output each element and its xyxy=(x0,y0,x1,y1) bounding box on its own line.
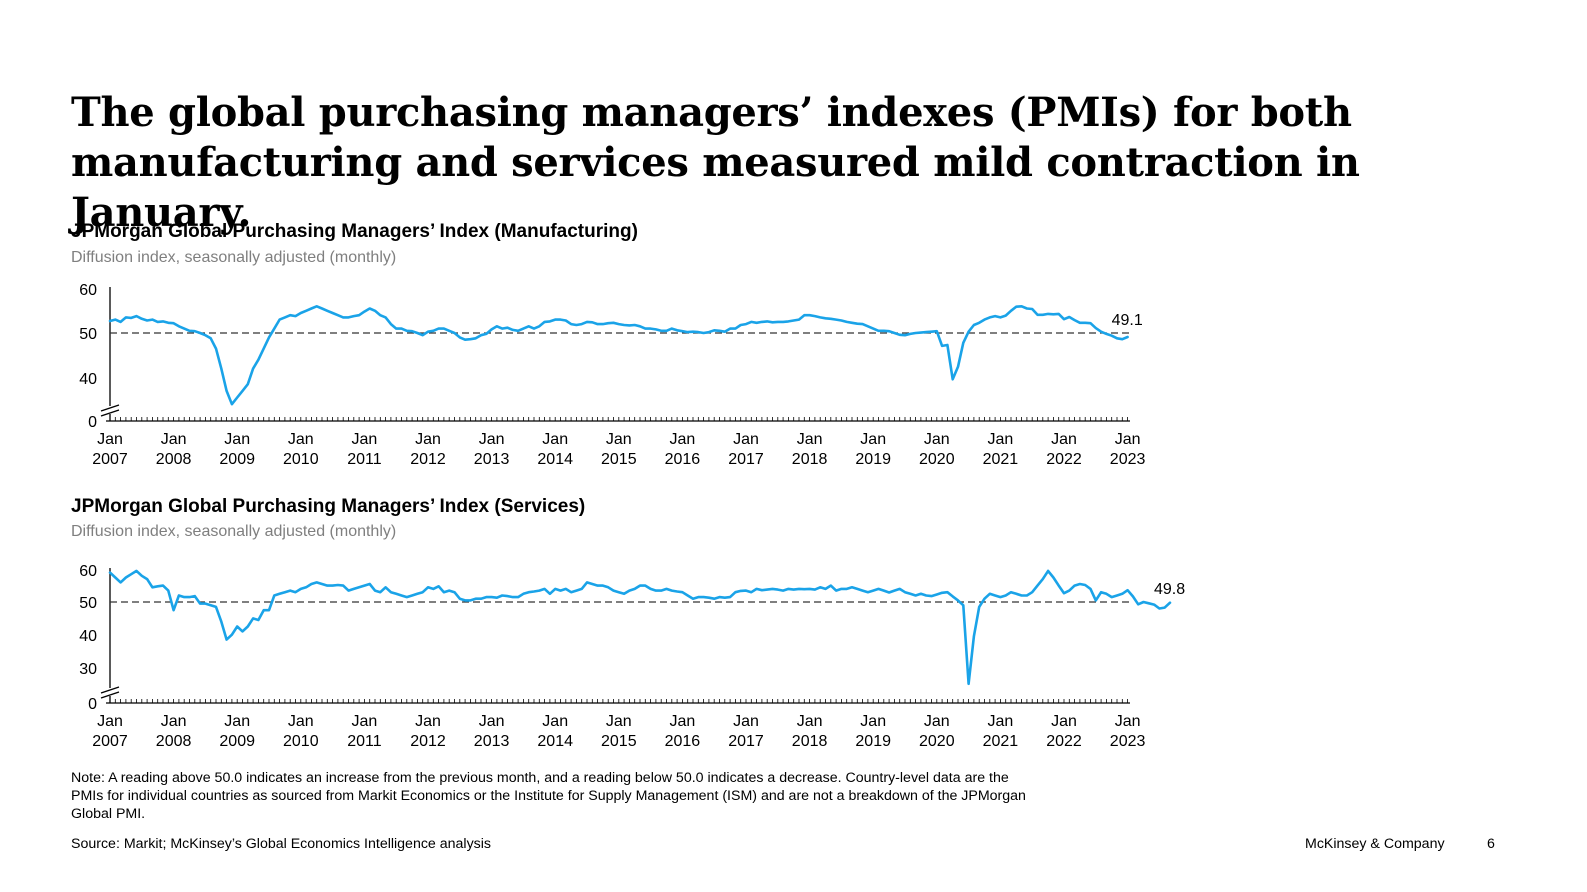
x-tick-label-year: 2015 xyxy=(601,451,637,468)
footnote: Note: A reading above 50.0 indicates an … xyxy=(71,770,1026,822)
series-line-manufacturing xyxy=(108,304,1129,406)
x-tick-label-year: 2015 xyxy=(601,733,637,750)
x-tick-label-month: Jan xyxy=(224,713,250,730)
x-tick-label-year: 2013 xyxy=(474,451,510,468)
x-tick-label-year: 2017 xyxy=(728,451,764,468)
x-tick-label-month: Jan xyxy=(288,431,314,448)
x-tick-label-month: Jan xyxy=(860,431,886,448)
x-tick-label-month: Jan xyxy=(97,431,123,448)
x-tick-label-year: 2009 xyxy=(219,733,255,750)
x-tick-label-month: Jan xyxy=(606,713,632,730)
x-tick-label-month: Jan xyxy=(924,431,950,448)
x-tick-label-month: Jan xyxy=(670,431,696,448)
x-tick-label-year: 2020 xyxy=(919,451,955,468)
x-tick-label-year: 2011 xyxy=(347,733,382,750)
x-tick-label-month: Jan xyxy=(161,713,187,730)
services-pmi-chart: 0 30 40 50 60 Jan 2007 Jan 2008 Jan 2009 Jan 2010 Jan… xyxy=(79,563,1185,750)
x-tick-label-month: Jan xyxy=(988,431,1014,448)
axis-break-mark xyxy=(100,691,120,699)
last-value-label: 49.8 xyxy=(1154,581,1185,598)
x-tick-label-month: Jan xyxy=(1051,713,1077,730)
chart-title-services: JPMorgan Global Purchasing Managers’ Ind… xyxy=(71,496,586,517)
x-tick-label-year: 2014 xyxy=(537,733,573,750)
x-tick-label-month: Jan xyxy=(97,713,123,730)
x-tick-label-month: Jan xyxy=(606,431,632,448)
x-tick-label-month: Jan xyxy=(1051,431,1077,448)
x-tick-label-month: Jan xyxy=(415,713,441,730)
y-tick-label: 30 xyxy=(79,661,97,678)
x-tick-label-year: 2018 xyxy=(792,733,828,750)
x-tick-label-year: 2010 xyxy=(283,733,319,750)
y-tick-label: 60 xyxy=(79,282,97,299)
x-tick-label-year: 2009 xyxy=(219,451,255,468)
x-tick-label-month: Jan xyxy=(733,431,759,448)
page-number: 6 xyxy=(1487,836,1495,852)
source-line: Source: Markit; McKinsey’s Global Econom… xyxy=(71,836,492,852)
x-tick-label-month: Jan xyxy=(860,713,886,730)
axis-break-mark xyxy=(100,409,120,417)
x-tick-label-year: 2023 xyxy=(1110,733,1146,750)
x-tick-label-year: 2010 xyxy=(283,451,319,468)
x-tick-label-year: 2013 xyxy=(474,733,510,750)
x-tick-label-year: 2021 xyxy=(983,733,1019,750)
x-tick-label-year: 2016 xyxy=(665,451,701,468)
x-tick-label-month: Jan xyxy=(733,713,759,730)
x-tick-label-month: Jan xyxy=(542,431,568,448)
x-tick-label-month: Jan xyxy=(352,431,378,448)
y-tick-label: 40 xyxy=(79,371,97,388)
x-tick-label-year: 2012 xyxy=(410,733,446,750)
x-tick-label-year: 2007 xyxy=(92,733,128,750)
manufacturing-pmi-chart: 0 40 50 60 Jan 2007 Jan 2008 Jan 2009 Jan 2010 Jan 20… xyxy=(79,282,1146,468)
axis-break-mark xyxy=(100,686,120,694)
x-tick-label-month: Jan xyxy=(797,713,823,730)
brand-name: McKinsey & Company xyxy=(1305,836,1445,852)
x-tick-label-year: 2022 xyxy=(1046,451,1082,468)
x-tick-label-month: Jan xyxy=(924,713,950,730)
y-tick-label: 0 xyxy=(88,414,97,431)
chart-subtitle-services: Diffusion index, seasonally adjusted (mo… xyxy=(71,523,397,540)
x-tick-label-month: Jan xyxy=(1115,431,1141,448)
x-tick-label-year: 2011 xyxy=(347,451,382,468)
x-tick-label-year: 2018 xyxy=(792,451,828,468)
x-tick-label-year: 2017 xyxy=(728,733,764,750)
last-value-label: 49.1 xyxy=(1112,312,1143,329)
x-tick-label-month: Jan xyxy=(161,431,187,448)
x-tick-label-year: 2023 xyxy=(1110,451,1146,468)
x-tick-label-month: Jan xyxy=(415,431,441,448)
x-tick-label-year: 2016 xyxy=(665,733,701,750)
x-tick-label-year: 2021 xyxy=(983,451,1019,468)
x-tick-label-month: Jan xyxy=(352,713,378,730)
chart-subtitle-manufacturing: Diffusion index, seasonally adjusted (mo… xyxy=(71,249,397,266)
slide-headline: The global purchasing managers’ indexes … xyxy=(71,89,1360,236)
x-tick-label-month: Jan xyxy=(797,431,823,448)
y-tick-label: 60 xyxy=(79,563,97,580)
y-tick-label: 40 xyxy=(79,628,97,645)
x-tick-label-year: 2007 xyxy=(92,451,128,468)
y-tick-label: 50 xyxy=(79,326,97,343)
x-tick-label-month: Jan xyxy=(224,431,250,448)
x-tick-label-month: Jan xyxy=(542,713,568,730)
x-tick-label-month: Jan xyxy=(479,713,505,730)
x-tick-label-year: 2019 xyxy=(855,451,891,468)
x-tick-label-year: 2008 xyxy=(156,451,192,468)
x-tick-label-year: 2012 xyxy=(410,451,446,468)
series-line-services xyxy=(108,569,1172,686)
x-tick-label-year: 2008 xyxy=(156,733,192,750)
y-tick-label: 0 xyxy=(88,696,97,713)
axis-break-mark xyxy=(100,404,120,412)
x-tick-label-month: Jan xyxy=(670,713,696,730)
x-tick-label-year: 2014 xyxy=(537,451,573,468)
x-tick-label-year: 2020 xyxy=(919,733,955,750)
x-tick-label-month: Jan xyxy=(1115,713,1141,730)
x-tick-label-month: Jan xyxy=(479,431,505,448)
x-tick-label-year: 2022 xyxy=(1046,733,1082,750)
x-tick-label-month: Jan xyxy=(288,713,314,730)
x-tick-label-year: 2019 xyxy=(855,733,891,750)
chart-title-manufacturing: JPMorgan Global Purchasing Managers’ Ind… xyxy=(71,221,638,242)
y-tick-label: 50 xyxy=(79,595,97,612)
x-tick-label-month: Jan xyxy=(988,713,1014,730)
